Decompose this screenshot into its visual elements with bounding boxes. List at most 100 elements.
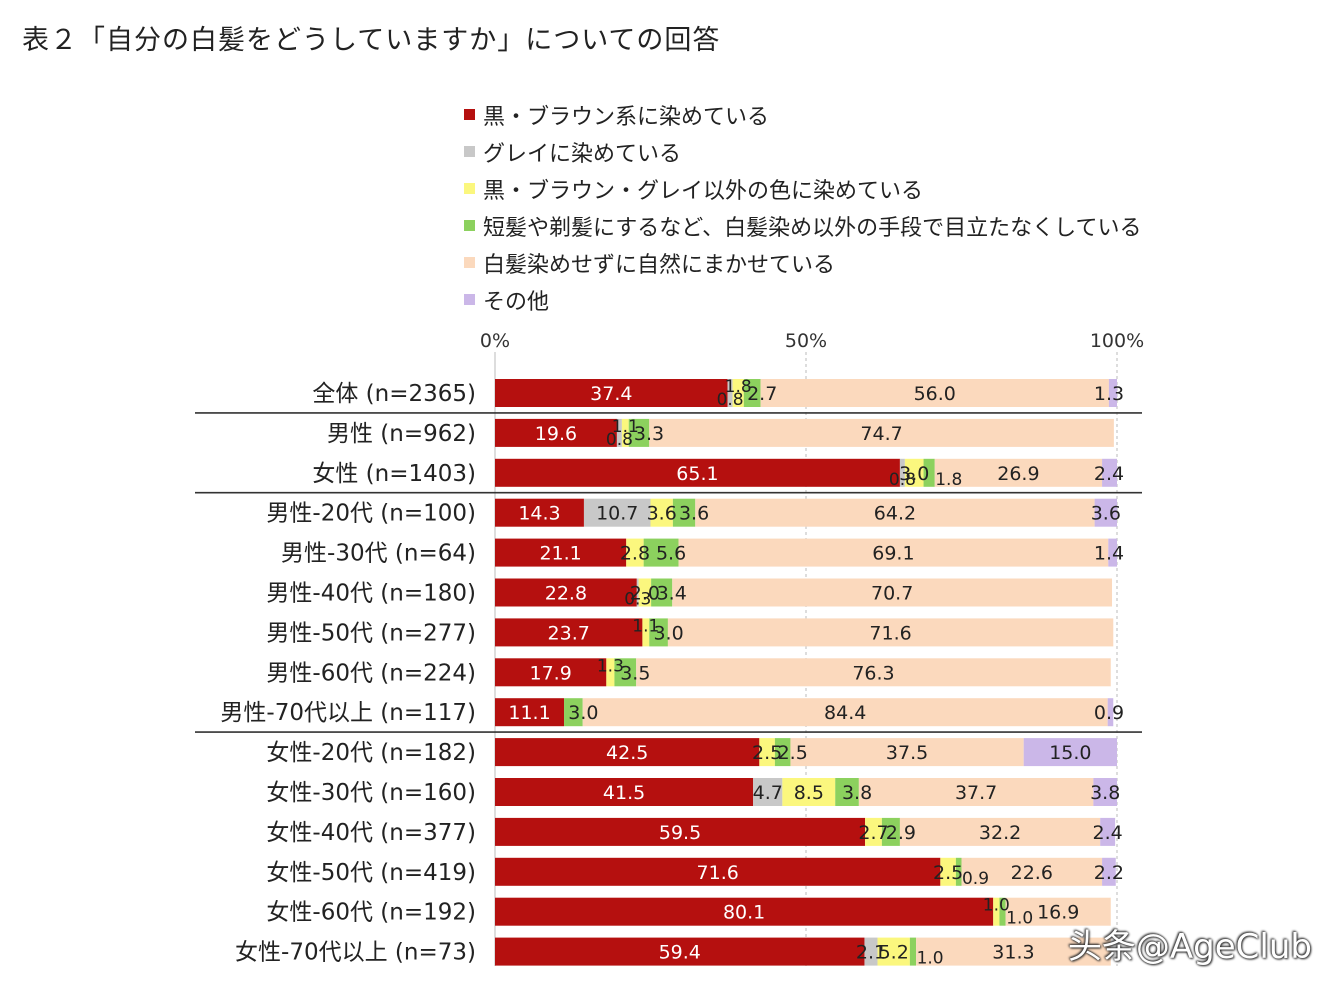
legend-swatch bbox=[464, 146, 475, 157]
data-label: 3.8 bbox=[842, 782, 872, 804]
bar-segment bbox=[1100, 817, 1116, 846]
bar-segment bbox=[621, 418, 629, 447]
data-label: 0.8 bbox=[606, 430, 633, 450]
bar-segment bbox=[495, 578, 637, 607]
bar-segment bbox=[790, 738, 1024, 767]
data-label: 1.3 bbox=[1094, 383, 1124, 405]
category-label: 女性-70代以上 (n=73) bbox=[235, 940, 476, 966]
data-label: 17.9 bbox=[530, 662, 572, 684]
bar-segment bbox=[782, 778, 836, 806]
data-label: 0.8 bbox=[717, 390, 744, 410]
legend-label: その他 bbox=[483, 289, 550, 315]
data-label: 3.0 bbox=[568, 702, 598, 724]
data-label: 5.2 bbox=[879, 942, 909, 964]
bar-segment bbox=[1093, 778, 1117, 806]
x-tick-label: 0% bbox=[480, 330, 510, 352]
bar-segment bbox=[667, 618, 1114, 647]
data-label: 16.9 bbox=[1037, 902, 1079, 924]
data-label: 32.2 bbox=[979, 822, 1021, 844]
chart-title: 表２「自分の白髪をどうしていますか」についての回答 bbox=[22, 25, 721, 56]
legend-item: その他 bbox=[464, 281, 1141, 318]
bar-segment bbox=[649, 418, 1114, 447]
bar-segment bbox=[1005, 897, 1111, 926]
data-label: 1.8 bbox=[725, 377, 752, 397]
bar-segment bbox=[955, 857, 962, 886]
data-label: 3.6 bbox=[1091, 503, 1121, 525]
data-label: 3.8 bbox=[1090, 782, 1120, 804]
data-label: 1.4 bbox=[1094, 543, 1124, 565]
data-label: 0.9 bbox=[1094, 702, 1124, 724]
legend-item: 黒・ブラウン・グレイ以外の色に染めている bbox=[464, 170, 1141, 207]
data-label: 1.0 bbox=[917, 949, 944, 969]
category-label: 女性-20代 (n=182) bbox=[266, 740, 476, 766]
bar-segment bbox=[616, 418, 622, 447]
bar-segment bbox=[759, 738, 775, 767]
bar-segment bbox=[495, 817, 866, 846]
data-label: 3.5 bbox=[620, 662, 650, 684]
data-label: 59.4 bbox=[659, 942, 701, 964]
bar-segment bbox=[940, 857, 956, 886]
data-label: 37.4 bbox=[590, 383, 632, 405]
bar-segment bbox=[1102, 458, 1117, 487]
bar-segment bbox=[899, 458, 905, 487]
category-label: 女性 (n=1403) bbox=[312, 461, 476, 487]
data-label: 2.0 bbox=[630, 583, 660, 605]
bar-segment bbox=[961, 857, 1103, 886]
legend-label: 白髪染めせずに自然にまかせている bbox=[483, 252, 836, 278]
bar-segment bbox=[649, 618, 668, 647]
bar-segment bbox=[495, 379, 728, 407]
bar-segment bbox=[1108, 538, 1117, 567]
bar-segment bbox=[835, 778, 859, 806]
category-label: 男性-50代 (n=277) bbox=[266, 620, 476, 646]
data-label: 65.1 bbox=[676, 463, 718, 485]
data-label: 71.6 bbox=[697, 862, 739, 884]
bar-segment bbox=[881, 817, 900, 846]
data-label: 1.0 bbox=[1006, 909, 1033, 929]
bar-segment bbox=[672, 498, 696, 527]
data-label: 42.5 bbox=[606, 742, 648, 764]
legend-item: 白髪染めせずに自然にまかせている bbox=[464, 244, 1141, 281]
bar-segment bbox=[495, 498, 584, 527]
bar-segment bbox=[626, 538, 644, 567]
legend-label: 黒・ブラウン系に染めている bbox=[483, 104, 770, 130]
data-label: 2.4 bbox=[1093, 822, 1123, 844]
legend-item: 短髪や剃髪にするなど、白髪染め以外の手段で目立たなくしている bbox=[464, 207, 1141, 244]
category-label: 女性-50代 (n=419) bbox=[266, 860, 476, 886]
data-label: 1.8 bbox=[935, 470, 962, 490]
x-tick-label: 50% bbox=[785, 330, 827, 352]
bar-segment bbox=[923, 458, 935, 487]
bar-segment bbox=[495, 618, 643, 647]
category-label: 女性-30代 (n=160) bbox=[266, 780, 476, 806]
bar-segment bbox=[495, 778, 754, 806]
data-label: 3.4 bbox=[657, 583, 687, 605]
data-label: 1.1 bbox=[632, 616, 659, 636]
data-label: 59.5 bbox=[659, 822, 701, 844]
bar-segment bbox=[732, 379, 744, 407]
bar-segment bbox=[858, 778, 1094, 806]
data-label: 64.2 bbox=[874, 503, 916, 525]
data-label: 71.6 bbox=[869, 622, 911, 644]
bar-segment bbox=[495, 897, 994, 926]
data-label: 1.0 bbox=[983, 896, 1010, 916]
bar-segment bbox=[934, 458, 1103, 487]
bar-segment bbox=[1094, 498, 1117, 527]
bar-segment bbox=[638, 578, 652, 607]
data-label: 37.7 bbox=[955, 782, 997, 804]
data-label: 37.5 bbox=[886, 742, 928, 764]
bar-segment bbox=[495, 738, 760, 767]
data-label: 1.3 bbox=[597, 656, 624, 676]
data-label: 56.0 bbox=[914, 383, 956, 405]
legend-item: グレイに染めている bbox=[464, 133, 1141, 170]
data-label: 1.1 bbox=[612, 417, 639, 437]
bar-segment bbox=[753, 778, 783, 806]
data-label: 41.5 bbox=[603, 782, 645, 804]
data-label: 5.6 bbox=[656, 543, 686, 565]
bar-segment bbox=[904, 458, 924, 487]
category-label: 男性 (n=962) bbox=[327, 421, 476, 447]
bar-segment bbox=[495, 698, 565, 727]
data-label: 22.8 bbox=[545, 583, 587, 605]
bar-segment bbox=[1102, 857, 1116, 886]
bar-segment bbox=[582, 698, 1108, 727]
bar-segment bbox=[727, 379, 733, 407]
data-label: 2.1 bbox=[856, 942, 886, 964]
